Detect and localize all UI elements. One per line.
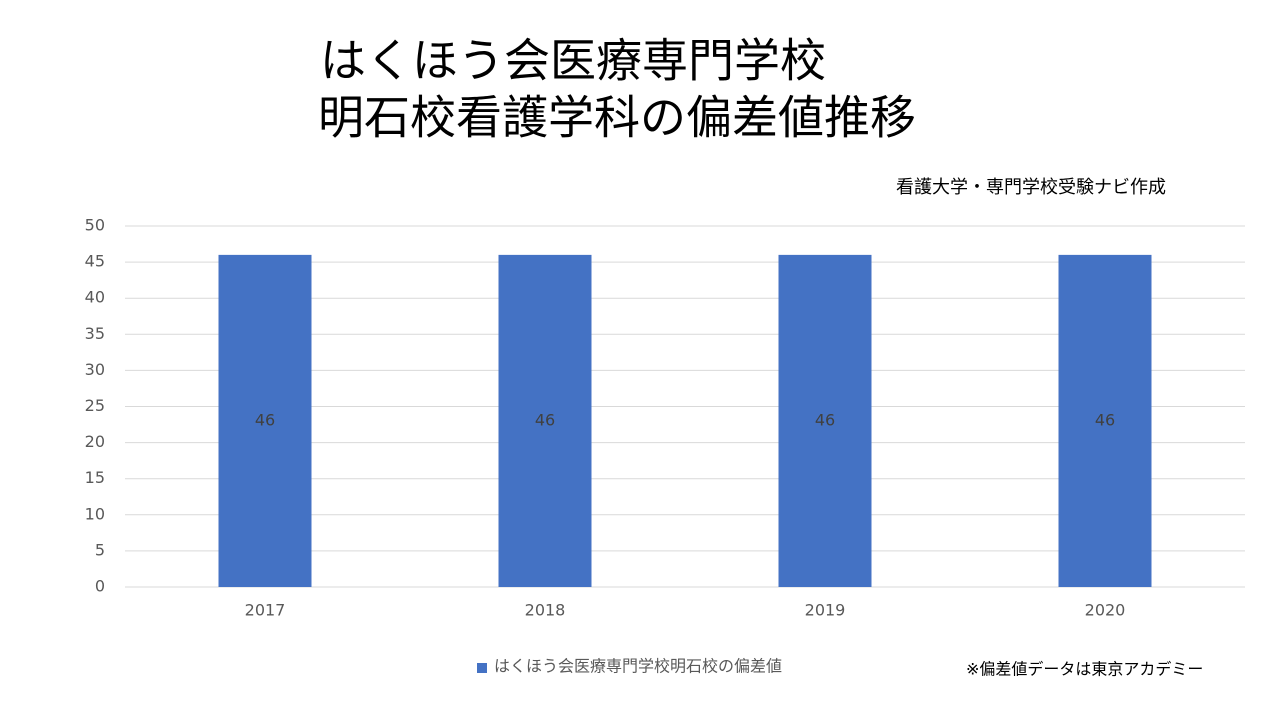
bar <box>218 254 312 587</box>
legend-swatch <box>477 663 487 673</box>
y-tick-label: 20 <box>85 432 105 451</box>
legend-label: はくほう会医療専門学校明石校の偏差値 <box>494 657 782 676</box>
x-tick-label: 2020 <box>1085 601 1126 620</box>
x-tick-label: 2018 <box>525 601 566 620</box>
chart-title: 明石校看護学科の偏差値推移 <box>318 91 916 145</box>
y-tick-label: 5 <box>95 540 105 559</box>
data-label: 46 <box>255 410 275 429</box>
y-tick-label: 25 <box>85 396 105 415</box>
bar <box>1058 254 1152 587</box>
y-tick-label: 30 <box>85 360 105 379</box>
y-tick-label: 50 <box>85 216 105 235</box>
y-tick-label: 10 <box>85 504 105 523</box>
data-label: 46 <box>1095 410 1115 429</box>
bar <box>778 254 872 587</box>
data-label: 46 <box>535 410 555 429</box>
x-tick-label: 2017 <box>245 601 286 620</box>
y-tick-label: 0 <box>95 577 105 596</box>
y-tick-label: 15 <box>85 468 105 487</box>
chart-subtitle: 看護大学・専門学校受験ナビ作成 <box>896 177 1166 198</box>
x-tick-label: 2019 <box>805 601 846 620</box>
source-note: ※偏差値データは東京アカデミー <box>966 660 1203 679</box>
chart-title: はくほう会医療専門学校 <box>320 34 826 88</box>
y-tick-label: 45 <box>85 252 105 271</box>
data-label: 46 <box>815 410 835 429</box>
y-tick-label: 40 <box>85 288 105 307</box>
bar <box>498 254 592 587</box>
y-tick-label: 35 <box>85 324 105 343</box>
